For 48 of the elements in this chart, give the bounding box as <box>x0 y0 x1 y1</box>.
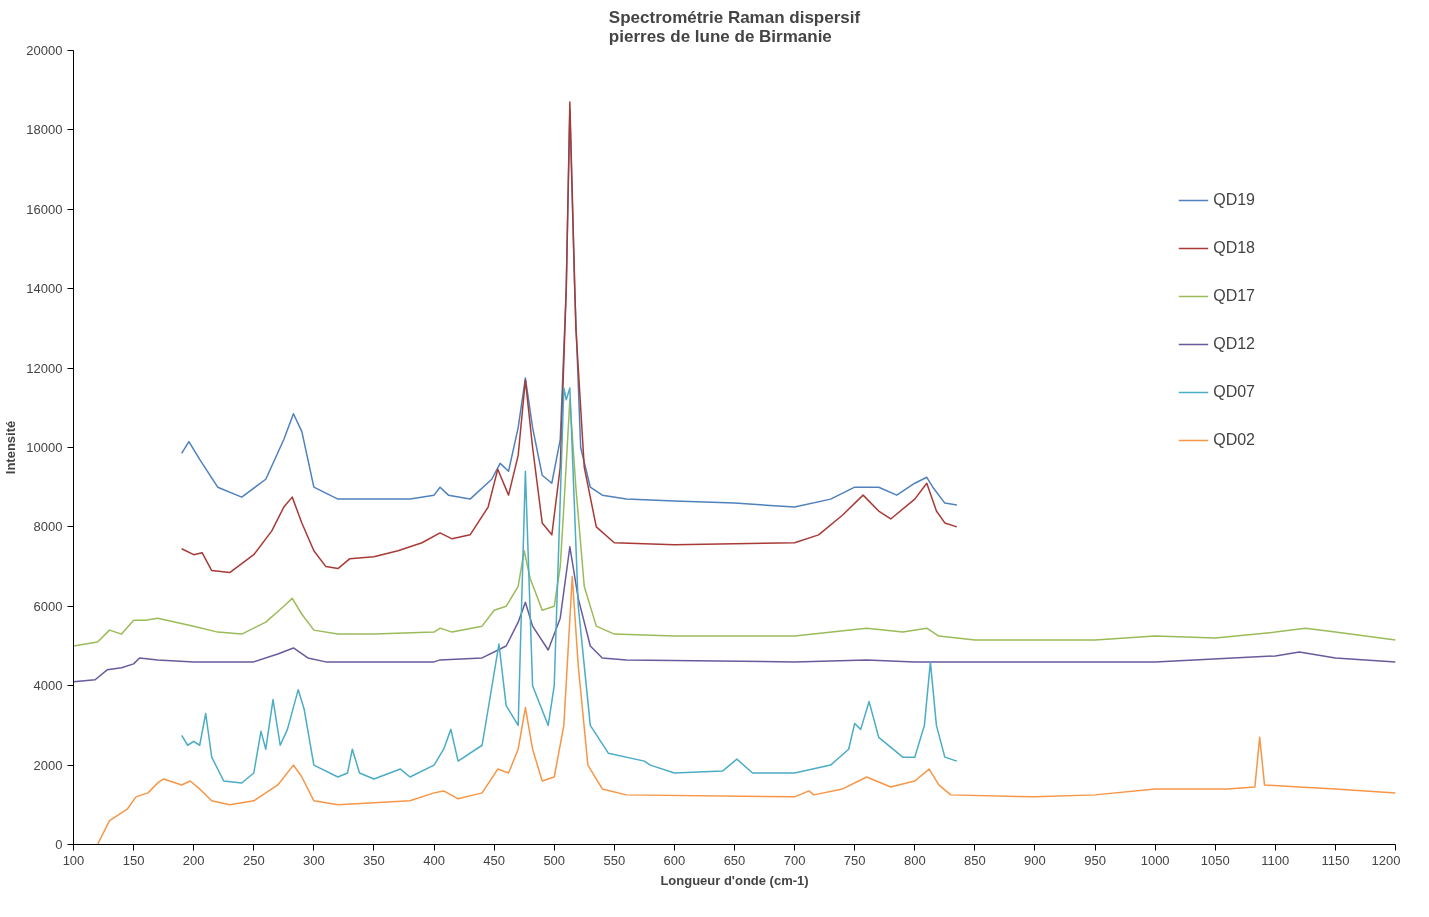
x-tick-label: 900 <box>1024 852 1046 868</box>
line-series <box>180 101 958 574</box>
x-tick-label: 800 <box>903 852 926 868</box>
x-tick-label: 250 <box>242 852 265 868</box>
x-tick-label: 100 <box>62 852 85 868</box>
x-tick-label: 1150 <box>1321 852 1350 868</box>
x-tick-label: 1200 <box>1371 852 1401 868</box>
legend-label: QD07 <box>1213 383 1255 401</box>
x-tick-label: 200 <box>182 852 205 868</box>
x-tick-label: 600 <box>663 852 686 868</box>
y-tick-label: 14000 <box>26 281 63 297</box>
legend-label: QD17 <box>1213 287 1255 305</box>
y-tick-label: 8000 <box>33 519 63 535</box>
y-tick-label: 10000 <box>26 440 63 455</box>
x-tick-label: 1050 <box>1200 852 1230 868</box>
y-tick-label: 12000 <box>26 360 63 376</box>
x-tick-label: 750 <box>843 852 866 868</box>
x-tick-label: 150 <box>122 852 145 868</box>
x-tick-label: 400 <box>423 852 445 868</box>
x-tick-label: 650 <box>723 852 746 868</box>
y-tick-label: 16000 <box>26 201 63 217</box>
y-tick-label: 6000 <box>33 598 63 614</box>
x-axis-title: Longueur d'onde (cm-1) <box>660 872 809 888</box>
legend-label: QD12 <box>1213 335 1255 353</box>
x-tick-label: 700 <box>783 852 806 868</box>
x-tick-label: 1100 <box>1261 852 1290 868</box>
y-tick-label: 0 <box>55 837 63 852</box>
x-tick-label: 1000 <box>1140 852 1170 868</box>
chart-title: Spectrométrie Raman dispersif pierres de lune de Birmanie <box>608 7 861 46</box>
y-axis-title: Intensité <box>3 420 19 475</box>
x-tick-label: 950 <box>1084 852 1106 868</box>
y-tick-label: 4000 <box>33 678 63 694</box>
line-series <box>180 387 958 784</box>
y-tick-label: 18000 <box>26 122 63 138</box>
y-tick-label: 20000 <box>26 43 63 58</box>
legend-label: QD02 <box>1213 431 1255 449</box>
legend-label: QD18 <box>1213 239 1255 257</box>
x-tick-label: 500 <box>543 852 566 868</box>
line-series <box>73 546 1396 683</box>
x-tick-label: 350 <box>363 852 385 868</box>
line-series <box>73 399 1396 647</box>
legend-label: QD19 <box>1213 191 1255 209</box>
y-tick-label: 2000 <box>33 757 63 773</box>
x-tick-label: 550 <box>603 852 626 868</box>
line-series <box>96 575 1396 845</box>
x-tick-label: 450 <box>483 852 505 868</box>
x-tick-label: 850 <box>964 852 986 868</box>
x-tick-label: 300 <box>303 852 325 868</box>
